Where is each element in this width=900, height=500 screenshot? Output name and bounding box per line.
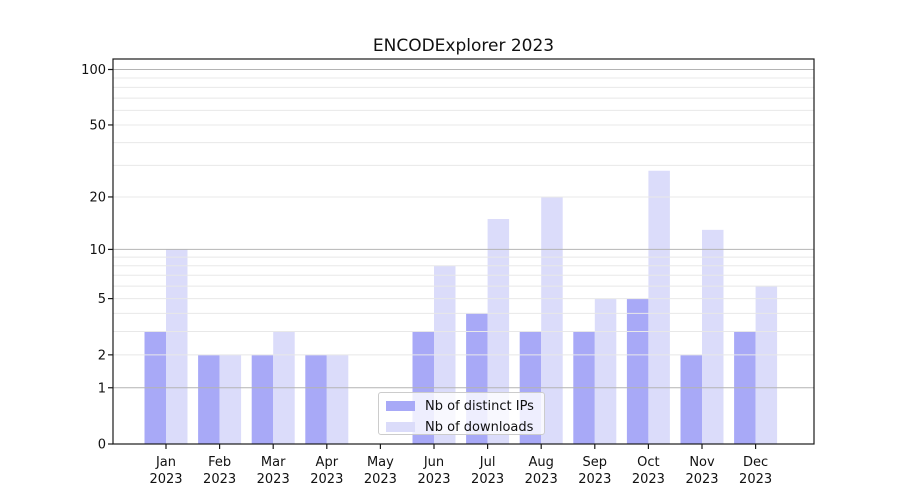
x-tick-label-year: 2023 (632, 472, 665, 487)
x-tick-label-month: Jun (423, 455, 444, 470)
x-tick-label-month: Sep (583, 455, 608, 470)
x-tick-label-month: Aug (529, 455, 554, 470)
y-tick-label: 0 (98, 438, 106, 453)
x-tick-label-month: Jan (155, 455, 176, 470)
plot-frame (112, 58, 815, 445)
x-tick-label-month: Oct (637, 455, 659, 470)
x-tick-label-month: Apr (316, 455, 339, 470)
legend-item-distinct-ips: Nb of distinct IPs (386, 398, 544, 414)
x-tick-label-year: 2023 (364, 472, 397, 487)
bar-distinct-ips-mar (251, 354, 274, 444)
y-tick-label: 50 (89, 118, 106, 133)
bar-downloads-sep (594, 298, 617, 444)
x-tick-label-year: 2023 (417, 472, 450, 487)
bar-downloads-feb (219, 354, 242, 444)
x-tick-label-year: 2023 (685, 472, 718, 487)
legend-label-downloads: Nb of downloads (425, 419, 534, 435)
x-tick-label-year: 2023 (578, 472, 611, 487)
y-tick-label: 20 (89, 190, 106, 205)
legend-item-downloads: Nb of downloads (386, 419, 544, 435)
legend: Nb of distinct IPs Nb of downloads (378, 392, 545, 435)
x-tick-label-month: Jul (479, 455, 496, 470)
bar-distinct-ips-apr (305, 354, 327, 444)
bar-downloads-dec (755, 286, 778, 444)
x-tick-label-month: Feb (208, 455, 231, 470)
bar-downloads-oct (648, 170, 670, 445)
chart-title: ENCODExplorer 2023 (372, 36, 555, 56)
bar-downloads-apr (326, 354, 349, 444)
legend-swatch-distinct-ips (386, 401, 415, 411)
legend-swatch-downloads (386, 422, 415, 432)
bar-distinct-ips-feb (198, 354, 220, 444)
x-tick-label-year: 2023 (203, 472, 236, 487)
bar-downloads-nov (702, 229, 724, 444)
bar-distinct-ips-nov (680, 354, 702, 444)
x-tick-label-month: Mar (261, 455, 286, 470)
x-tick-label-year: 2023 (471, 472, 504, 487)
x-tick-label-year: 2023 (739, 472, 772, 487)
x-tick-label-year: 2023 (310, 472, 343, 487)
x-tick-label-year: 2023 (257, 472, 290, 487)
bar-downloads-jan (166, 249, 188, 444)
y-tick-label: 10 (89, 243, 106, 258)
y-tick-label: 5 (98, 292, 106, 307)
x-tick-label-month: May (367, 455, 394, 470)
bar-downloads-aug (541, 196, 563, 444)
y-tick-label: 100 (81, 63, 106, 78)
legend-label-distinct-ips: Nb of distinct IPs (425, 398, 534, 414)
y-tick-label: 2 (98, 348, 106, 363)
x-tick-label-month: Nov (689, 455, 715, 470)
x-tick-label-year: 2023 (525, 472, 558, 487)
x-tick-label-month: Dec (743, 455, 768, 470)
x-tick-label-year: 2023 (149, 472, 182, 487)
bar-distinct-ips-oct (626, 298, 649, 444)
y-tick-label: 1 (98, 381, 106, 396)
